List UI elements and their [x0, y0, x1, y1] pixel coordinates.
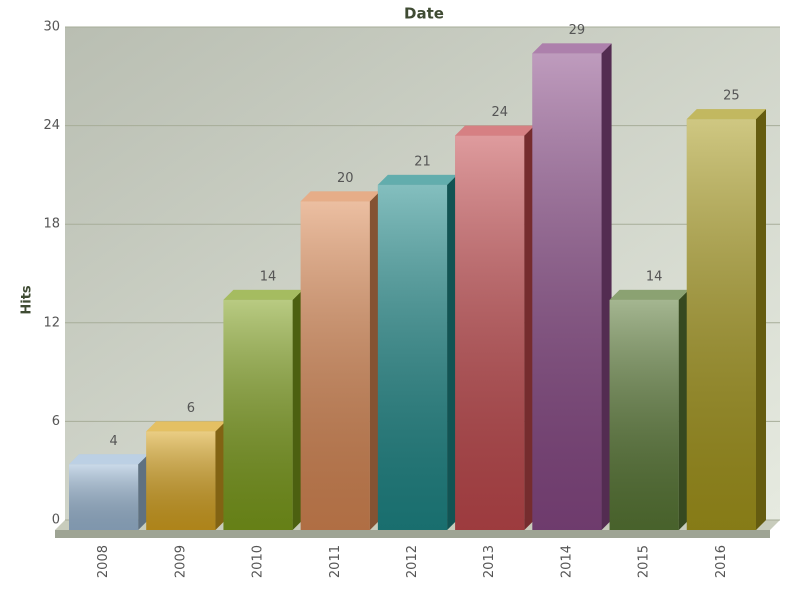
x-tick-label: 2016 — [714, 545, 729, 578]
value-label: 24 — [491, 105, 508, 120]
bar — [69, 454, 149, 530]
bar — [455, 125, 535, 530]
bar-shine — [146, 431, 216, 530]
bar-shine — [377, 184, 448, 530]
bar — [609, 289, 689, 530]
bar-side — [369, 191, 380, 531]
bar-side — [756, 109, 766, 531]
bar — [377, 174, 458, 530]
bar-top-shine — [686, 109, 766, 120]
bar-shine — [455, 135, 525, 530]
bar — [300, 191, 380, 531]
bar-side-shade — [524, 125, 535, 530]
bar-side — [292, 289, 303, 530]
bar-top-shine — [223, 289, 303, 300]
bar-side-shade — [678, 289, 689, 530]
y-tick-label: 12 — [43, 315, 60, 330]
bar-shine — [686, 119, 756, 531]
value-label: 4 — [109, 434, 117, 449]
bar-side — [524, 125, 535, 530]
value-label: 20 — [337, 171, 354, 186]
bar-shine — [69, 464, 139, 530]
bar-top — [686, 109, 766, 120]
x-tick-label: 2014 — [559, 545, 574, 578]
bar-top — [609, 289, 689, 300]
bar-shine — [300, 201, 370, 531]
x-tick-label: 2009 — [173, 545, 188, 578]
chart-title: Date — [404, 5, 444, 23]
bar-side-shade — [447, 174, 458, 530]
x-tick-label: 2011 — [328, 545, 343, 578]
value-label: 6 — [187, 401, 195, 416]
value-label: 14 — [260, 269, 277, 284]
bar-top-shine — [532, 43, 612, 54]
bar-top-shine — [300, 191, 380, 202]
bar — [146, 421, 226, 530]
bar-side — [447, 174, 458, 530]
bar-top — [455, 125, 535, 136]
x-tick-label: 2010 — [251, 545, 266, 578]
y-tick-label: 0 — [52, 513, 60, 528]
y-tick-label: 24 — [43, 118, 60, 133]
bar-top — [532, 43, 612, 54]
x-tick-label: 2013 — [482, 545, 497, 578]
bar-side — [138, 454, 149, 530]
bar-top — [377, 174, 458, 185]
floor-front — [55, 530, 770, 538]
bar-top — [223, 289, 303, 300]
bar-top-shine — [377, 174, 458, 185]
bar-top-shine — [609, 289, 689, 300]
value-label: 14 — [646, 269, 663, 284]
y-axis-label: Hits — [20, 285, 35, 315]
value-label: 25 — [723, 89, 740, 104]
value-label: 21 — [414, 154, 431, 169]
bar-side — [215, 421, 226, 530]
bar-shine — [609, 299, 679, 530]
bar-side-shade — [292, 289, 303, 530]
bar-top — [300, 191, 380, 202]
bar-side-shade — [756, 109, 766, 531]
bar — [532, 43, 612, 530]
bar-side — [601, 43, 612, 530]
bar-shine — [223, 299, 293, 530]
bar-side-shade — [369, 191, 380, 531]
bar-top — [69, 454, 149, 465]
y-tick-label: 18 — [43, 217, 60, 232]
bar-top — [146, 421, 226, 432]
bar-top-shine — [146, 421, 226, 432]
bar-side — [678, 289, 689, 530]
y-tick-label: 6 — [52, 414, 60, 429]
value-label: 29 — [569, 23, 586, 38]
bar — [223, 289, 303, 530]
bar-side-shade — [215, 421, 226, 530]
bar-top-shine — [455, 125, 535, 136]
bar-shine — [532, 53, 602, 530]
x-tick-label: 2008 — [96, 545, 111, 578]
bar-side-shade — [601, 43, 612, 530]
x-tick-label: 2015 — [637, 545, 652, 578]
bar — [686, 109, 766, 531]
bar-side-shade — [138, 454, 149, 530]
x-tick-label: 2012 — [405, 545, 420, 578]
y-tick-label: 30 — [43, 20, 60, 35]
bar-top-shine — [69, 454, 149, 465]
